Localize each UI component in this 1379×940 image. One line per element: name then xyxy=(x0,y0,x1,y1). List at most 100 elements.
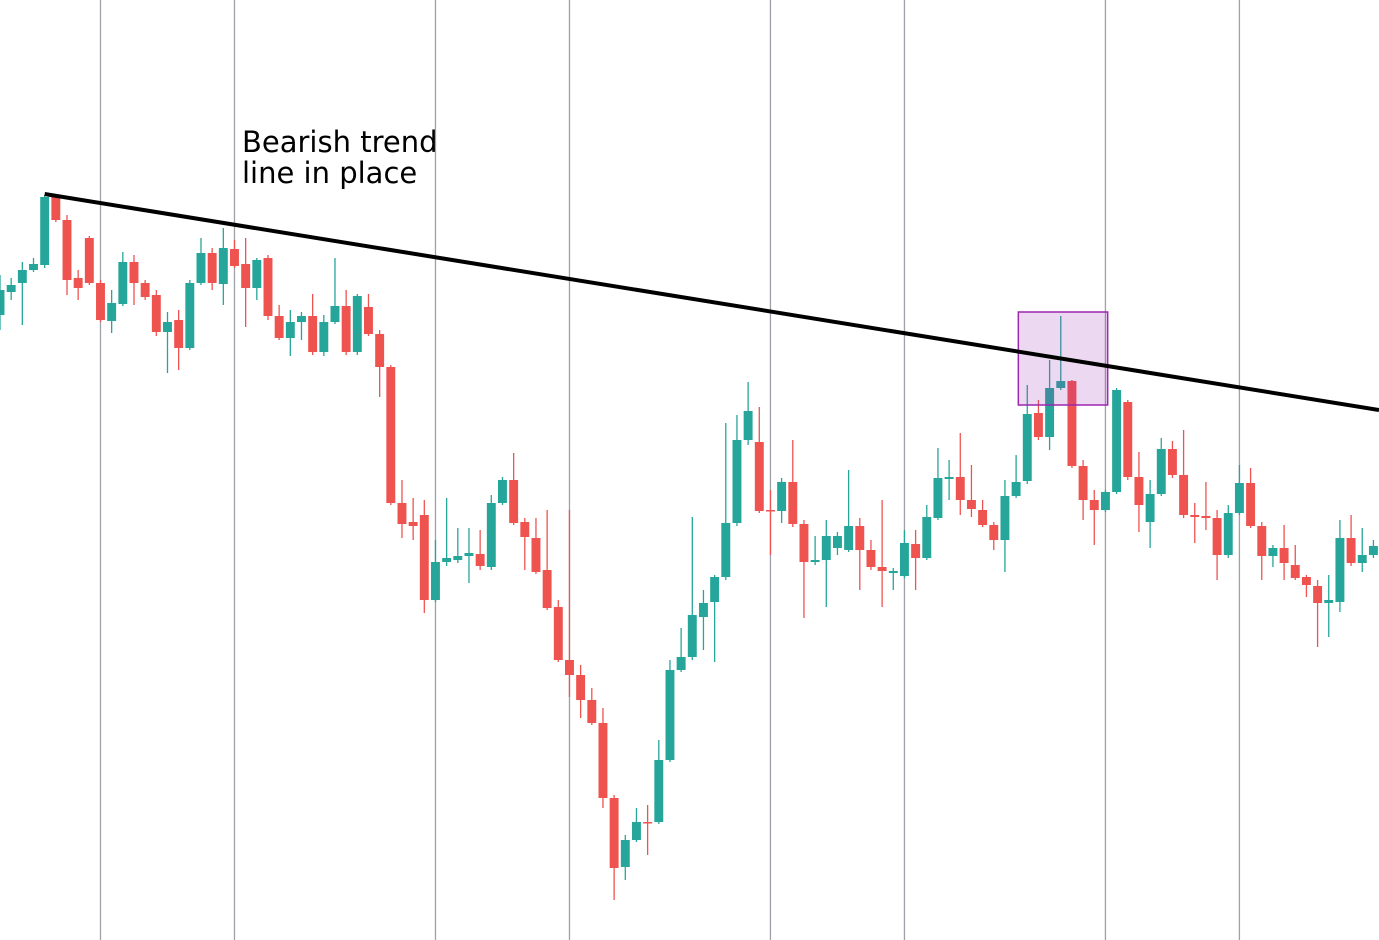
candle-body xyxy=(419,515,429,600)
candle-body xyxy=(810,560,820,562)
candle-body xyxy=(799,524,809,562)
candle-body xyxy=(29,264,38,270)
candle-body xyxy=(330,306,340,322)
trend-line xyxy=(44,192,1379,412)
candle-body xyxy=(754,442,764,511)
candle-body xyxy=(1167,449,1177,475)
candle-body xyxy=(676,657,686,670)
candle-body xyxy=(319,322,329,352)
annotation: Bearish trend xyxy=(242,125,437,159)
candle-body xyxy=(911,544,921,558)
candle-body xyxy=(341,306,351,352)
candle-body xyxy=(1022,414,1032,481)
candle-body xyxy=(230,249,239,266)
candle-body xyxy=(453,556,463,560)
candle-body xyxy=(1112,390,1122,492)
candle-body xyxy=(877,567,887,571)
candle-body xyxy=(821,536,831,560)
candle-body xyxy=(576,675,586,700)
candle-body xyxy=(989,525,999,540)
candle-body xyxy=(721,523,731,577)
candle-body xyxy=(1268,548,1278,556)
candle-body xyxy=(408,522,418,526)
candle-body xyxy=(866,550,876,567)
candle-body xyxy=(1290,565,1300,578)
candle-body xyxy=(765,510,775,512)
candle-body xyxy=(84,238,94,283)
candle-body xyxy=(531,538,541,572)
candle-body xyxy=(263,258,273,316)
candle-body xyxy=(107,303,117,321)
candle-body xyxy=(431,562,440,600)
candle-body xyxy=(1335,538,1345,602)
candle-body xyxy=(1257,526,1267,556)
candles xyxy=(0,195,1378,900)
candle-body xyxy=(352,296,362,352)
candle-body xyxy=(151,295,161,332)
candle-body xyxy=(966,500,976,509)
candle-body xyxy=(498,480,507,503)
candle-body xyxy=(609,798,619,868)
candle-body xyxy=(944,477,954,479)
candle-body xyxy=(218,248,228,284)
candle-body xyxy=(665,670,675,760)
candle-body xyxy=(386,367,396,503)
candle-body xyxy=(1223,513,1233,555)
candle-body xyxy=(1357,555,1367,563)
candle-body xyxy=(1279,548,1289,563)
candle-body xyxy=(285,322,295,338)
candle-body xyxy=(1078,466,1088,500)
candle-body xyxy=(486,503,496,567)
candle-body xyxy=(174,320,184,348)
candle-body xyxy=(0,290,5,315)
overlay xyxy=(44,192,1379,412)
candle-body xyxy=(40,197,50,265)
candle-body xyxy=(855,526,865,550)
candle-body xyxy=(129,262,139,283)
candle-body xyxy=(955,477,965,500)
candle-body xyxy=(140,283,150,297)
candle-body xyxy=(777,482,787,511)
candle-body xyxy=(297,316,306,322)
candle-body xyxy=(1011,482,1021,496)
candle-body xyxy=(978,510,988,525)
candle-body xyxy=(1301,577,1311,585)
candle-body xyxy=(62,220,72,280)
candle-body xyxy=(1246,483,1256,526)
candle-body xyxy=(698,603,708,617)
candle-body xyxy=(520,522,530,537)
candle-body xyxy=(1100,492,1110,510)
candle-body xyxy=(118,262,128,304)
candle-body xyxy=(308,316,318,352)
candle-body xyxy=(654,760,664,822)
candle-body xyxy=(51,197,61,220)
candle-body xyxy=(475,554,485,566)
annotation: line in place xyxy=(242,156,417,190)
candle-body xyxy=(743,411,753,440)
candle-body xyxy=(375,334,385,367)
candle-body xyxy=(1056,381,1066,388)
candle-body xyxy=(1067,381,1077,466)
candle-body xyxy=(1201,516,1211,518)
candle-body xyxy=(1123,402,1133,477)
candle-body xyxy=(1089,500,1099,510)
candle-body xyxy=(553,607,563,660)
candle-body xyxy=(17,270,27,283)
candle-body xyxy=(598,723,608,798)
candle-body xyxy=(788,482,798,524)
candle-body xyxy=(1000,496,1010,540)
candle-body xyxy=(274,316,284,338)
candle-body xyxy=(1234,483,1244,513)
grid xyxy=(99,0,1241,940)
candle-body xyxy=(1190,515,1200,517)
candle-body xyxy=(1313,586,1323,603)
candle-body xyxy=(163,322,172,332)
candle-body xyxy=(1045,388,1055,437)
candle-body xyxy=(464,553,474,556)
candle-body xyxy=(1145,494,1155,522)
candle-body xyxy=(207,253,217,283)
candle-body xyxy=(1134,477,1144,505)
